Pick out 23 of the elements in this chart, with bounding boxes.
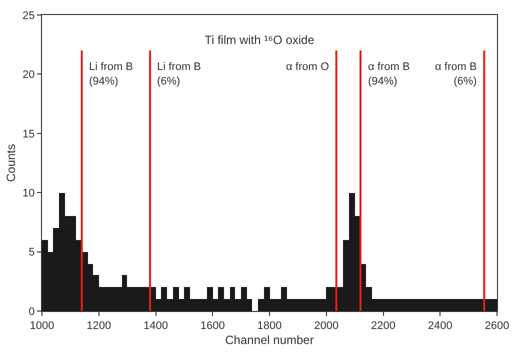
x-tick-label: 1400 [144, 320, 168, 332]
x-tick-label: 1800 [257, 320, 282, 332]
x-tick-label: 1000 [30, 320, 54, 332]
y-tick-label: 5 [28, 246, 35, 259]
x-axis-title: Channel number [225, 333, 314, 348]
x-tick-label: 1200 [86, 320, 112, 332]
x-tick-label: 2600 [484, 320, 510, 332]
y-tick-label: 25 [22, 10, 35, 22]
y-tick-label: 20 [22, 69, 35, 82]
ref-line-label: Li from B (6%) [157, 61, 202, 88]
x-tick-label: 2400 [428, 320, 452, 332]
y-tick-label: 15 [22, 128, 35, 140]
x-tick-label: 1600 [200, 320, 225, 332]
y-tick-label: 10 [22, 187, 35, 200]
x-tick-label: 2200 [371, 320, 396, 332]
y-tick-label: 0 [28, 306, 35, 318]
ref-line-label: Li from B (94%) [89, 61, 134, 88]
ref-line-label: α from O [286, 61, 330, 73]
y-axis-title: Counts [4, 144, 18, 182]
x-tick-label: 2000 [314, 320, 339, 332]
text: Ti film with ¹⁶O oxide [204, 33, 315, 48]
ref-line-label: α from B (6%) [435, 61, 477, 88]
ref-line-label: α from B (94%) [368, 61, 410, 88]
